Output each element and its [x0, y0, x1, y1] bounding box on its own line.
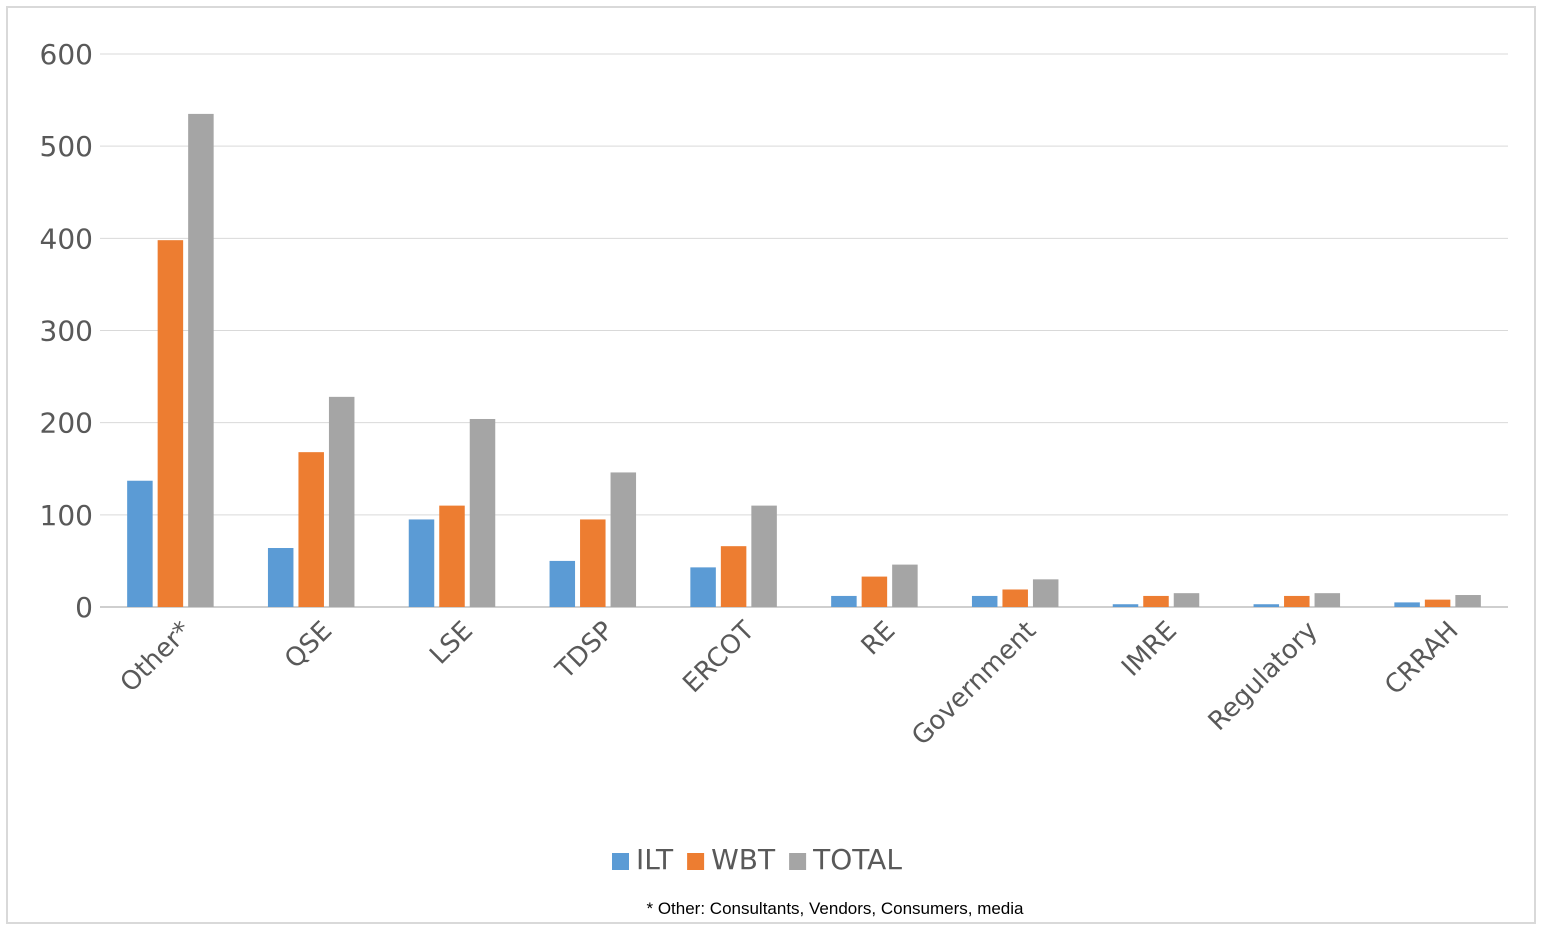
x-tick-label: Other*	[115, 616, 198, 699]
bar-ilt	[1253, 604, 1280, 607]
bar-total	[1455, 595, 1481, 607]
chart-frame	[6, 6, 1536, 924]
legend-swatch-ilt	[612, 853, 629, 870]
legend-swatch-wbt	[687, 853, 705, 870]
x-tick-label: LSE	[424, 616, 479, 671]
bar-wbt	[439, 505, 465, 607]
bar-wbt	[720, 546, 747, 607]
bar-total	[469, 418, 496, 607]
x-tick-label: RE	[856, 616, 902, 662]
legend-label-total: TOTAL	[812, 843, 902, 876]
x-tick-label: IMRE	[1116, 616, 1183, 683]
y-tick-label: 100	[40, 499, 93, 532]
legend-label-ilt: ILT	[636, 843, 674, 876]
x-tick-label: CRRAH	[1379, 616, 1464, 701]
y-tick-label: 200	[40, 407, 93, 440]
x-tick-label: QSE	[279, 616, 338, 675]
footnote: * Other: Consultants, Vendors, Consumers…	[646, 899, 1024, 918]
bar-wbt	[1284, 595, 1310, 607]
bar-total	[751, 505, 777, 607]
bar-wbt	[1424, 599, 1451, 607]
x-axis: Other* QSE LSE TDSP ERCOT RE Government IMRE Reg…	[115, 616, 1465, 752]
bar-ilt	[831, 595, 857, 607]
bar-total	[610, 472, 637, 607]
bar-ilt	[267, 548, 294, 607]
bar-total	[1173, 593, 1200, 607]
y-axis: 0 100 200 300 400 500 600	[40, 38, 93, 624]
bar-ilt	[971, 595, 998, 607]
bar-ilt	[549, 560, 576, 607]
bar-ilt	[1394, 602, 1420, 607]
x-tick-label: TDSP	[550, 616, 620, 686]
bar-wbt	[298, 452, 324, 607]
bar-total	[328, 396, 355, 607]
y-tick-label: 0	[75, 591, 93, 624]
y-tick-label: 600	[40, 38, 93, 71]
x-tick-label: Government	[906, 616, 1042, 752]
y-tick-label: 500	[40, 130, 93, 163]
bars	[127, 113, 1481, 608]
bar-total	[1314, 593, 1341, 607]
x-tick-label: ERCOT	[677, 616, 760, 699]
bar-ilt	[1112, 604, 1139, 607]
bar-ilt	[408, 519, 435, 607]
bar-total	[188, 113, 214, 608]
bar-wbt	[157, 240, 184, 607]
bar-total	[892, 564, 918, 607]
y-tick-label: 400	[40, 222, 93, 255]
bar-wbt	[1002, 589, 1028, 607]
legend: ILT WBT TOTAL	[612, 843, 902, 876]
x-tick-label: Regulatory	[1203, 616, 1324, 737]
y-tick-label: 300	[40, 315, 93, 348]
bar-ilt	[690, 567, 716, 607]
bar-total	[1032, 579, 1059, 607]
legend-label-wbt: WBT	[711, 843, 776, 876]
legend-swatch-total	[789, 853, 807, 870]
bar-wbt	[1143, 595, 1169, 607]
bar-wbt	[861, 576, 888, 607]
bar-wbt	[580, 519, 606, 607]
bar-ilt	[127, 480, 153, 607]
